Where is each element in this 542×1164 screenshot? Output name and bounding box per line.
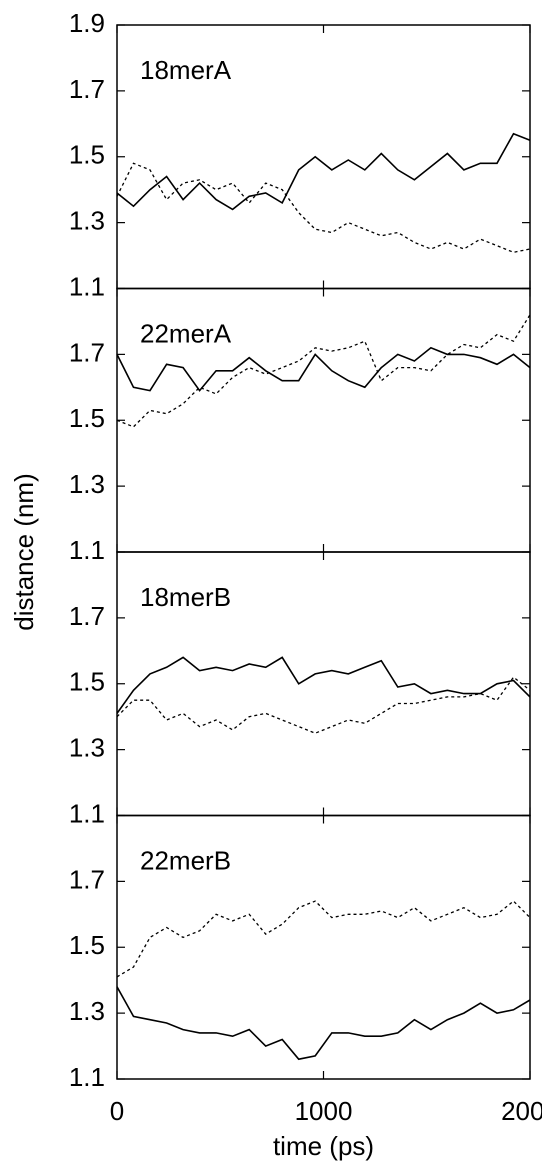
y-tick-label: 1.7 [69, 864, 105, 894]
data-line [116, 900, 531, 978]
y-tick-label: 1.9 [69, 8, 105, 38]
y-tick-label: 1.5 [69, 140, 105, 170]
panel-title: 18merA [140, 55, 232, 85]
y-tick-label: 1.1 [69, 1062, 105, 1092]
y-tick-label: 1.7 [69, 74, 105, 104]
y-tick-label: 1.3 [69, 206, 105, 236]
x-axis-label: time (ps) [273, 1131, 374, 1161]
y-axis-label: distance (nm) [9, 473, 39, 631]
panel-title: 18merB [140, 582, 231, 612]
data-line [116, 656, 531, 714]
y-tick-label: 1.3 [69, 996, 105, 1026]
y-tick-label: 1.3 [69, 469, 105, 499]
data-line [116, 676, 531, 734]
y-tick-label: 1.7 [69, 337, 105, 367]
panel-title: 22merA [140, 318, 232, 348]
y-tick-label: 1.7 [69, 601, 105, 631]
y-tick-label: 1.3 [69, 733, 105, 763]
y-tick-label: 1.1 [69, 798, 105, 828]
x-tick-label: 1000 [295, 1096, 353, 1126]
data-line [116, 986, 531, 1061]
x-tick-label: 0 [110, 1096, 124, 1126]
panel-title: 22merB [140, 845, 231, 875]
y-tick-label: 1.5 [69, 667, 105, 697]
data-line [116, 162, 531, 253]
y-tick-label: 1.1 [69, 271, 105, 301]
x-tick-label: 2000 [501, 1096, 542, 1126]
y-tick-label: 1.5 [69, 930, 105, 960]
data-line [116, 346, 531, 392]
y-tick-label: 1.5 [69, 403, 105, 433]
data-line [116, 132, 531, 211]
y-tick-label: 1.1 [69, 535, 105, 565]
